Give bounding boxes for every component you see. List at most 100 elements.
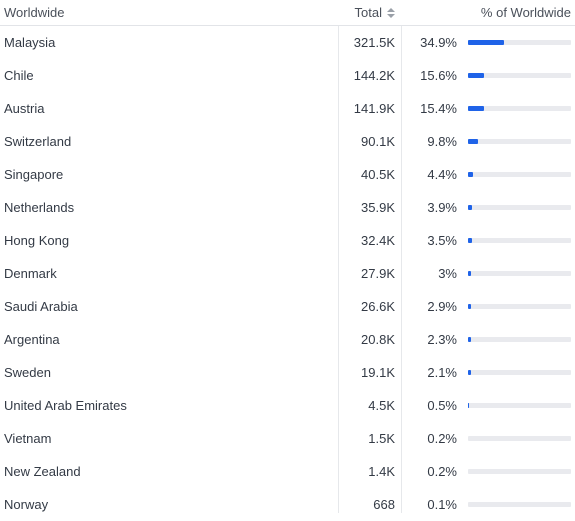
share-bar (468, 455, 571, 488)
header-total-sort-button[interactable]: Total (338, 0, 395, 25)
share-bar-track (468, 106, 571, 111)
country-name: Switzerland (4, 134, 72, 149)
share-bar-fill (468, 271, 471, 276)
country-share: 3% (438, 266, 457, 281)
share-bar (468, 257, 571, 290)
country-name: New Zealand (4, 464, 81, 479)
share-bar-fill (468, 337, 471, 342)
country-share: 34.9% (420, 35, 457, 50)
country-total: 1.5K (368, 431, 395, 446)
table-row[interactable]: New Zealand 1.4K 0.2% (0, 455, 575, 488)
table-row[interactable]: Vietnam 1.5K 0.2% (0, 422, 575, 455)
share-bar (468, 191, 571, 224)
share-bar-track (468, 304, 571, 309)
country-total: 20.8K (361, 332, 395, 347)
country-name: Hong Kong (4, 233, 70, 248)
share-bar (468, 323, 571, 356)
share-bar-track (468, 469, 571, 474)
table-row[interactable]: Austria 141.9K 15.4% (0, 92, 575, 125)
share-bar (468, 59, 571, 92)
table-row[interactable]: Netherlands 35.9K 3.9% (0, 191, 575, 224)
country-share: 0.2% (427, 431, 457, 446)
share-bar (468, 158, 571, 191)
table-row[interactable]: Sweden 19.1K 2.1% (0, 356, 575, 389)
share-bar (468, 26, 571, 59)
country-name: Argentina (4, 332, 60, 347)
country-total: 321.5K (353, 35, 395, 50)
share-bar-fill (468, 73, 484, 78)
sort-icon (387, 7, 395, 19)
country-share: 9.8% (427, 134, 457, 149)
share-bar (468, 422, 571, 455)
country-share: 15.4% (420, 101, 457, 116)
country-total: 90.1K (361, 134, 395, 149)
share-bar-fill (468, 139, 478, 144)
share-bar (468, 224, 571, 257)
header-total-label: Total (354, 5, 382, 20)
country-share: 0.1% (427, 497, 457, 512)
country-total: 19.1K (361, 365, 395, 380)
table-row[interactable]: Chile 144.2K 15.6% (0, 59, 575, 92)
share-bar-fill (468, 40, 504, 45)
column-divider-total-left (338, 0, 339, 513)
share-bar-fill (468, 205, 472, 210)
header-share: % of Worldwide (481, 0, 571, 25)
country-total: 141.9K (353, 101, 395, 116)
country-name: Malaysia (4, 35, 56, 50)
country-name: Austria (4, 101, 45, 116)
table-row[interactable]: Norway 668 0.1% (0, 488, 575, 521)
country-name: Sweden (4, 365, 51, 380)
share-bar-fill (468, 304, 471, 309)
country-total: 27.9K (361, 266, 395, 281)
country-share: 0.2% (427, 464, 457, 479)
share-bar-track (468, 370, 571, 375)
country-share: 2.3% (427, 332, 457, 347)
country-share: 2.1% (427, 365, 457, 380)
table-row[interactable]: Saudi Arabia 26.6K 2.9% (0, 290, 575, 323)
share-bar-fill (468, 403, 469, 408)
country-name: Vietnam (4, 431, 52, 446)
country-share: 2.9% (427, 299, 457, 314)
share-bar (468, 389, 571, 422)
country-name: Netherlands (4, 200, 75, 215)
table-row[interactable]: Hong Kong 32.4K 3.5% (0, 224, 575, 257)
share-bar-track (468, 271, 571, 276)
share-bar-fill (468, 172, 473, 177)
share-bar-track (468, 337, 571, 342)
share-bar-track (468, 172, 571, 177)
country-total: 668 (373, 497, 395, 512)
country-name: Denmark (4, 266, 57, 281)
share-bar-fill (468, 238, 472, 243)
country-total: 4.5K (368, 398, 395, 413)
country-share: 3.9% (427, 200, 457, 215)
header-region-label: Worldwide (4, 5, 65, 20)
table-row[interactable]: Switzerland 90.1K 9.8% (0, 125, 575, 158)
share-bar (468, 92, 571, 125)
table-row[interactable]: United Arab Emirates 4.5K 0.5% (0, 389, 575, 422)
table-row[interactable]: Denmark 27.9K 3% (0, 257, 575, 290)
country-name: Chile (4, 68, 34, 83)
share-bar-track (468, 205, 571, 210)
share-bar (468, 356, 571, 389)
country-name: Saudi Arabia (4, 299, 78, 314)
share-bar-track (468, 403, 571, 408)
country-total: 32.4K (361, 233, 395, 248)
share-bar-fill (468, 106, 484, 111)
table-row[interactable]: Singapore 40.5K 4.4% (0, 158, 575, 191)
country-share: 0.5% (427, 398, 457, 413)
table-row[interactable]: Argentina 20.8K 2.3% (0, 323, 575, 356)
share-bar-track (468, 139, 571, 144)
country-name: United Arab Emirates (4, 398, 127, 413)
table-header: Worldwide Total % of Worldwide (0, 0, 575, 26)
country-name: Norway (4, 497, 49, 512)
header-region: Worldwide (4, 0, 334, 25)
share-bar (468, 125, 571, 158)
share-bar-track (468, 73, 571, 78)
share-bar (468, 488, 571, 521)
country-share: 4.4% (427, 167, 457, 182)
country-total: 26.6K (361, 299, 395, 314)
table-row[interactable]: Malaysia 321.5K 34.9% (0, 26, 575, 59)
share-bar-track (468, 40, 571, 45)
column-divider-total-right (401, 0, 402, 513)
country-share: 15.6% (420, 68, 457, 83)
